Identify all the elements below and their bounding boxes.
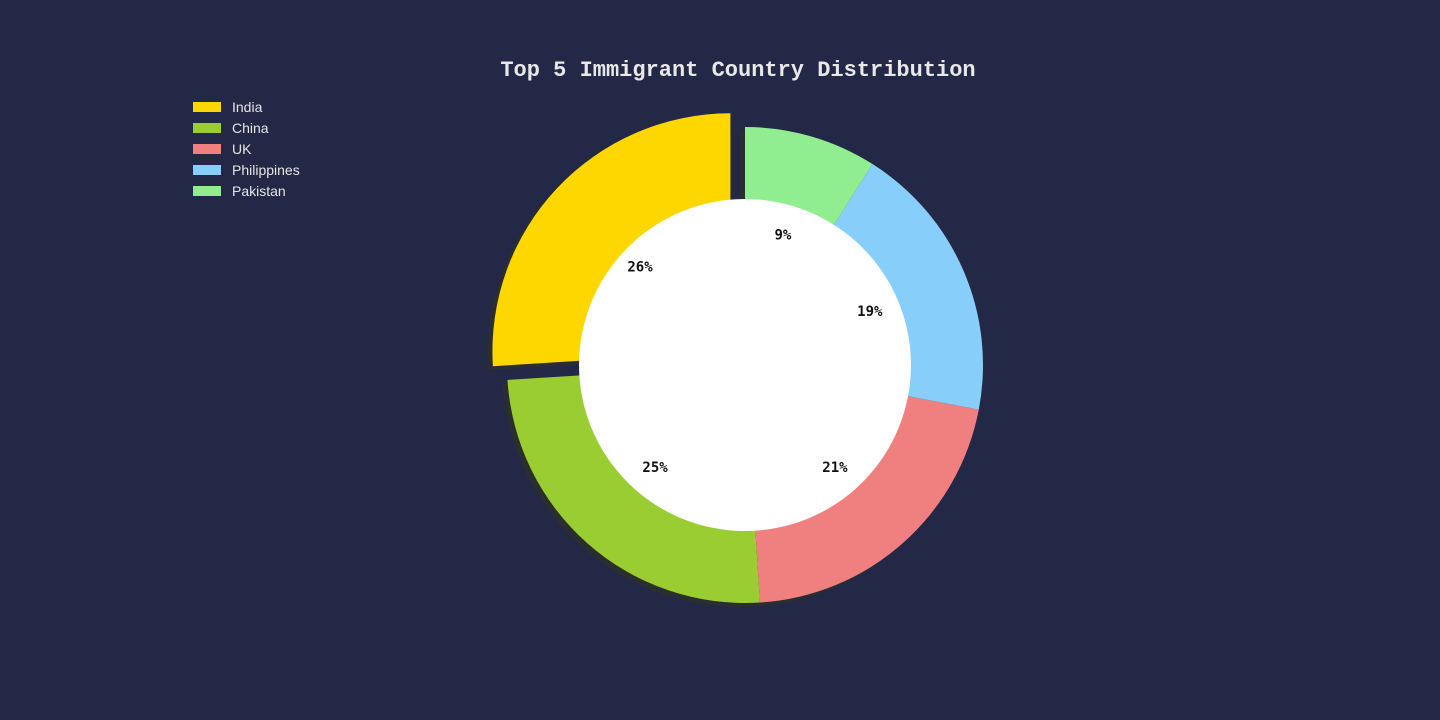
data-label-uk: 21% xyxy=(822,460,848,476)
legend-swatch xyxy=(193,185,221,196)
data-label-philippines: 19% xyxy=(857,304,883,320)
legend-item-pakistan[interactable]: Pakistan xyxy=(193,180,300,201)
legend-label: Philippines xyxy=(232,161,300,178)
legend-item-philippines[interactable]: Philippines xyxy=(193,159,300,180)
legend-item-china[interactable]: China xyxy=(193,117,300,138)
legend-label: China xyxy=(232,119,269,136)
legend-swatch xyxy=(193,164,221,175)
legend-label: India xyxy=(232,98,263,115)
legend-label: UK xyxy=(232,140,252,157)
legend-item-india[interactable]: India xyxy=(193,96,300,117)
chart-title: Top 5 Immigrant Country Distribution xyxy=(500,58,976,83)
legend-item-uk[interactable]: UK xyxy=(193,138,300,159)
legend-label: Pakistan xyxy=(232,182,286,199)
data-label-china: 25% xyxy=(642,460,668,476)
data-label-pakistan: 9% xyxy=(775,227,792,243)
legend-swatch xyxy=(193,101,221,112)
donut-hole xyxy=(579,199,911,531)
data-label-india: 26% xyxy=(627,259,653,275)
legend-swatch xyxy=(193,122,221,133)
legend-swatch xyxy=(193,143,221,154)
legend: India China UK Philippines Pakistan xyxy=(193,96,300,201)
